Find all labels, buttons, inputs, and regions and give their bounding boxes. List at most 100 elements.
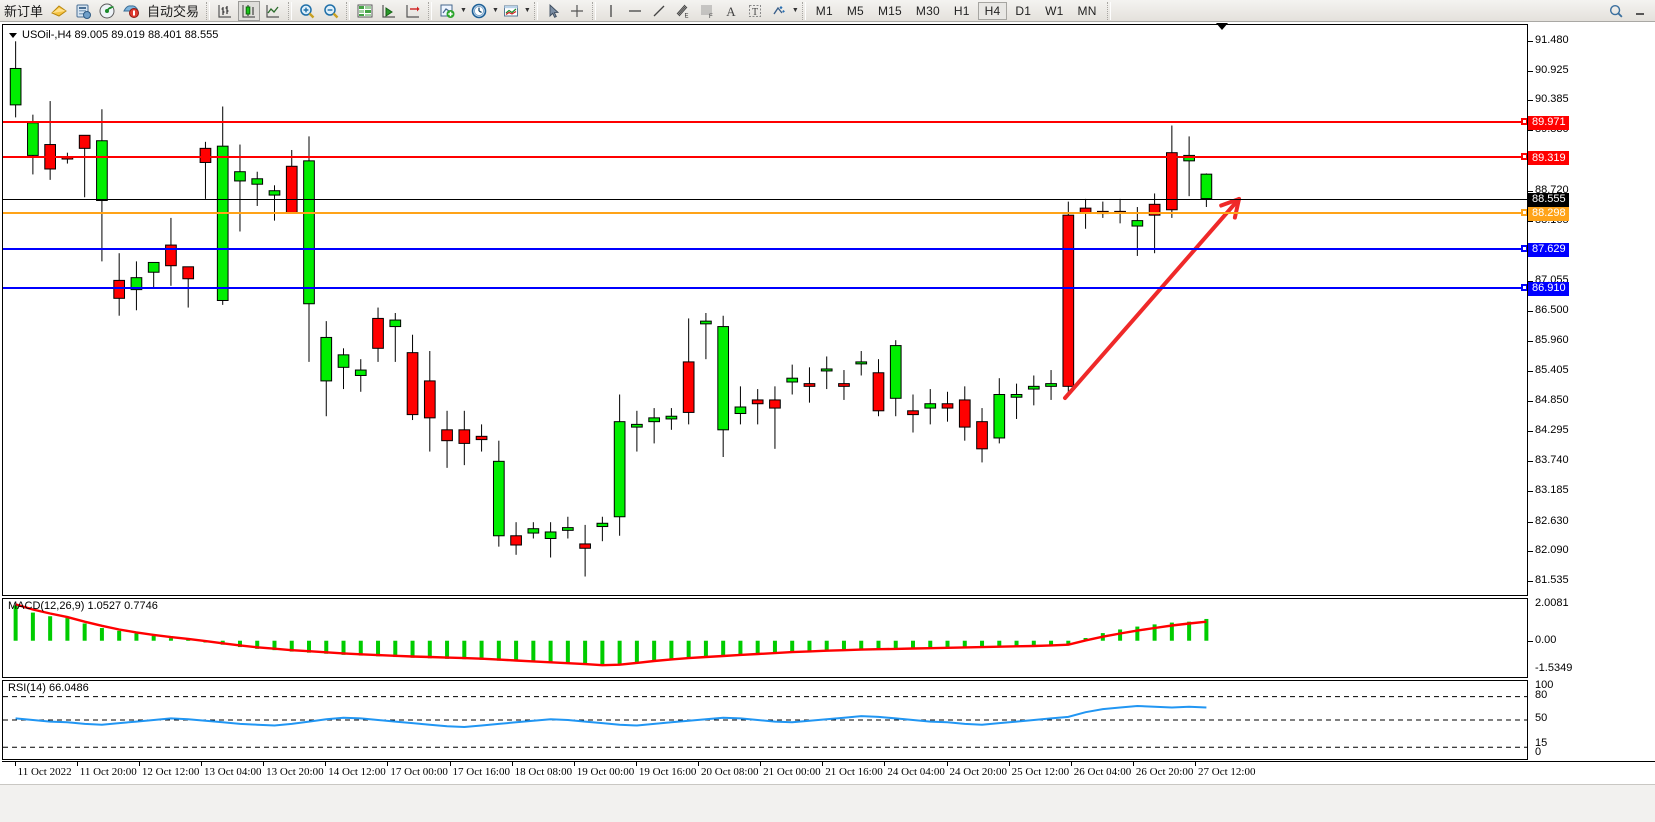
price-badge-resistance-1[interactable]: 89.319 xyxy=(1528,151,1569,166)
chevron-down-icon[interactable]: ▼ xyxy=(791,7,799,14)
toolbar-separator xyxy=(346,1,351,20)
candlestick-chart-icon[interactable] xyxy=(238,0,261,21)
level-anchor[interactable] xyxy=(1521,283,1527,291)
magnifier-icon[interactable] xyxy=(1605,1,1627,21)
macd-histogram-bar xyxy=(82,623,87,641)
timeframe-m15[interactable]: M15 xyxy=(877,3,902,18)
crosshair-icon[interactable] xyxy=(566,1,588,21)
timeframe-h4[interactable]: H4 xyxy=(977,1,1008,20)
price-badge-current-price[interactable]: 88.555 xyxy=(1528,192,1569,207)
new-order-label[interactable]: 新订单 xyxy=(4,5,44,20)
macd-pane[interactable]: MACD(12,26,9) 1.0527 0.7746 xyxy=(2,598,1528,678)
macd-scale: 2.0081 0.00 -1.5349 xyxy=(1528,598,1655,678)
trend-arrow-annotation[interactable] xyxy=(1063,197,1241,400)
chart-scroll-marker[interactable] xyxy=(1216,23,1228,30)
macd-histogram-bar xyxy=(307,640,311,653)
fibonacci-retracement-icon[interactable]: F xyxy=(696,1,718,21)
horizontal-line-icon[interactable] xyxy=(624,1,646,21)
trendline-icon[interactable] xyxy=(648,1,670,21)
rsi-pane[interactable]: RSI(14) 66.0486 xyxy=(2,680,1528,760)
level-line-resistance-1[interactable] xyxy=(3,156,1527,159)
svg-text:A: A xyxy=(726,4,736,19)
level-line-entry[interactable] xyxy=(3,211,1527,214)
price-badge-entry[interactable]: 88.298 xyxy=(1528,206,1569,221)
time-tick xyxy=(822,762,824,766)
time-tick xyxy=(698,762,699,766)
zoom-in-icon[interactable] xyxy=(296,1,318,21)
chart-shift-icon[interactable] xyxy=(402,1,424,21)
candle xyxy=(527,522,540,539)
macd-histogram-bar xyxy=(462,640,467,660)
macd-histogram-bar xyxy=(738,640,743,655)
macd-histogram-bar xyxy=(13,605,18,641)
macd-histogram-bar xyxy=(652,640,657,661)
axis-divider xyxy=(2,761,1655,762)
chevron-down-icon[interactable] xyxy=(9,32,17,38)
time-tick-label: 11 Oct 2022 xyxy=(17,766,72,778)
macd-histogram-bar xyxy=(1204,618,1209,641)
level-anchor[interactable] xyxy=(1521,208,1527,216)
candle xyxy=(700,312,712,360)
timeframe-d1[interactable]: D1 xyxy=(1015,3,1032,18)
candle xyxy=(320,321,333,417)
candle xyxy=(838,370,850,400)
chart-area[interactable]: USOil-,H4 89.005 89.019 88.401 88.555 91… xyxy=(0,22,1655,822)
time-tick-label: 11 Oct 20:00 xyxy=(79,766,137,778)
text-icon[interactable]: A xyxy=(720,1,742,21)
timeframe-m1[interactable]: M1 xyxy=(815,3,833,18)
price-tick-label: 90.925 xyxy=(1535,63,1569,76)
add-indicator-icon[interactable] xyxy=(436,1,458,21)
signals-icon[interactable] xyxy=(96,1,118,21)
templates-icon[interactable] xyxy=(500,1,522,21)
expert-advisor-icon[interactable] xyxy=(72,1,94,21)
level-line-resistance-2[interactable] xyxy=(3,120,1527,123)
candle xyxy=(458,410,471,466)
chevron-down-icon[interactable]: ▼ xyxy=(523,7,531,14)
time-tick-label: 26 Oct 20:00 xyxy=(1135,766,1194,778)
chevron-down-icon[interactable]: ▼ xyxy=(491,7,499,14)
line-chart-icon[interactable] xyxy=(262,1,284,21)
autotrading-label[interactable]: 自动交易 xyxy=(147,5,200,20)
minimize-icon[interactable] xyxy=(1629,1,1651,21)
candle xyxy=(1045,370,1057,400)
shapes-icon[interactable] xyxy=(768,1,790,21)
candle xyxy=(130,261,143,311)
price-badge-support-1[interactable]: 87.629 xyxy=(1528,242,1569,257)
price-pane[interactable]: USOil-,H4 89.005 89.019 88.401 88.555 xyxy=(2,24,1528,596)
data-window-icon[interactable] xyxy=(354,1,376,21)
autotrading-icon[interactable] xyxy=(120,1,142,21)
equidistant-channel-icon[interactable]: E xyxy=(672,1,694,21)
zoom-out-icon[interactable] xyxy=(320,1,342,21)
price-tick-label: 86.500 xyxy=(1535,304,1569,317)
candle xyxy=(958,386,971,441)
price-scale[interactable]: 91.48090.92590.38589.83088.72088.16587.0… xyxy=(1528,24,1655,596)
candle xyxy=(441,410,453,468)
level-anchor[interactable] xyxy=(1521,244,1527,252)
price-badge-resistance-2[interactable]: 89.971 xyxy=(1528,115,1569,130)
timeframe-w1[interactable]: W1 xyxy=(1045,3,1064,18)
time-axis[interactable]: 11 Oct 2022 11 Oct 20:00 12 Oct 12:00 13 Oc… xyxy=(2,762,1528,782)
timeframe-mn[interactable]: MN xyxy=(1077,3,1097,18)
vertical-line-icon[interactable] xyxy=(600,1,622,21)
timeframe-m5[interactable]: M5 xyxy=(846,3,864,18)
timeframe-h1[interactable]: H1 xyxy=(953,3,970,18)
text-label-icon[interactable]: T xyxy=(744,1,766,21)
time-tick xyxy=(1070,762,1072,766)
autoscroll-icon[interactable] xyxy=(378,1,400,21)
period-clock-icon[interactable] xyxy=(468,1,490,21)
metaeditor-icon[interactable] xyxy=(48,1,70,21)
price-tick-label: 84.850 xyxy=(1535,393,1569,406)
candle xyxy=(855,351,868,376)
time-tick xyxy=(325,762,327,766)
level-line-support-2[interactable] xyxy=(3,286,1527,289)
candle xyxy=(165,217,177,286)
price-badge-support-2[interactable]: 86.910 xyxy=(1528,281,1569,296)
level-line-support-1[interactable] xyxy=(3,247,1527,250)
bar-chart-icon[interactable] xyxy=(214,1,236,21)
chevron-down-icon[interactable]: ▼ xyxy=(460,7,467,14)
candle xyxy=(423,351,436,452)
level-anchor[interactable] xyxy=(1521,117,1527,125)
timeframe-m30[interactable]: M30 xyxy=(915,3,940,18)
cursor-icon[interactable] xyxy=(542,1,564,21)
level-anchor[interactable] xyxy=(1521,153,1527,161)
